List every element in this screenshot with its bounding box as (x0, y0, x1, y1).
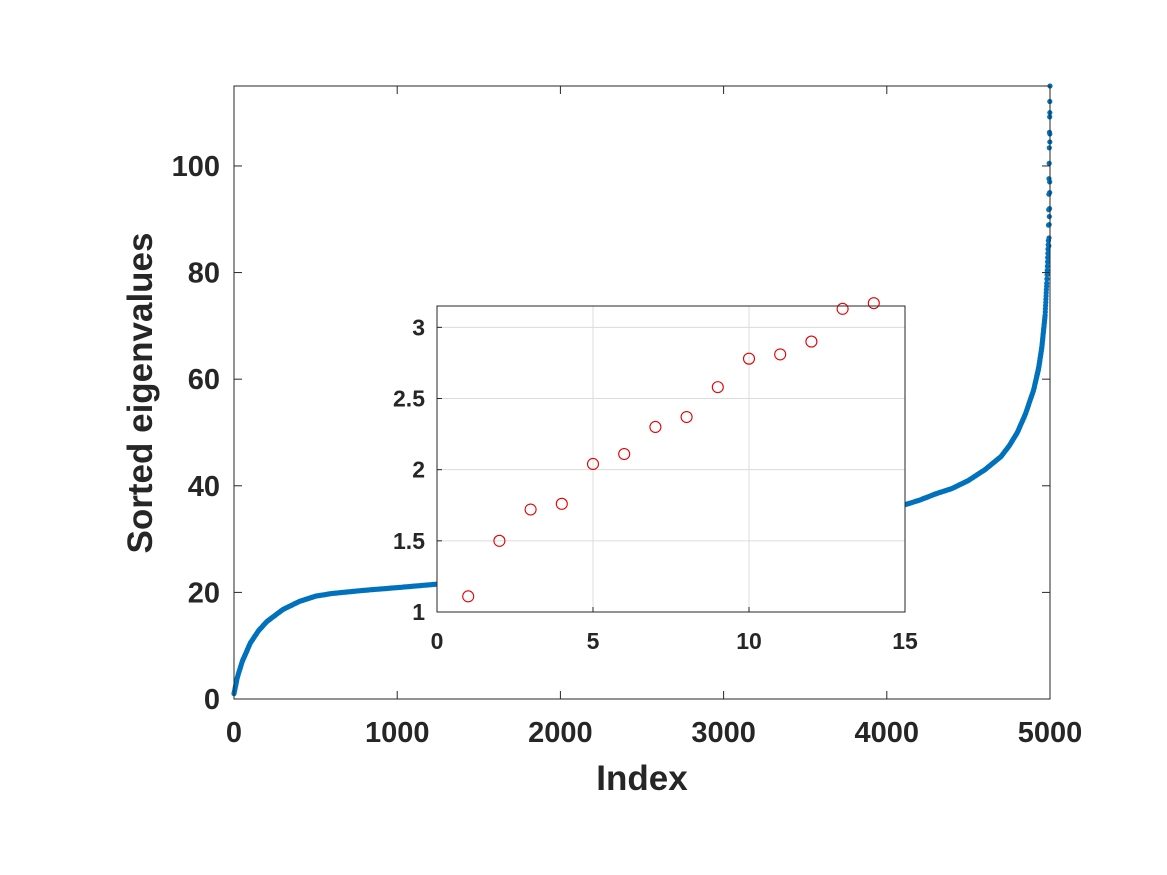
inset-y-ticks: 1 1.5 2 2.5 3 (393, 314, 442, 625)
inset-data-point (680, 410, 693, 424)
main-x-tick-label: 4000 (855, 717, 920, 749)
inset-data-point (462, 590, 475, 603)
main-y-tick-label: 60 (188, 364, 220, 396)
inset-y-tick-label: 3 (412, 314, 425, 340)
inset-data-point (711, 381, 724, 394)
inset-data-point (555, 497, 568, 510)
main-x-tick-label: 0 (226, 717, 242, 749)
main-y-tick-label: 100 (172, 151, 220, 183)
inset-y-tick-label: 1 (412, 599, 425, 625)
inset-axes-box (436, 305, 906, 613)
main-y-tick-label: 20 (188, 577, 220, 609)
main-data-point (1045, 250, 1051, 256)
main-data-point (1044, 263, 1050, 269)
main-outlier-point (1046, 213, 1052, 220)
main-data-point (1044, 280, 1050, 286)
inset-axes: 0 5 10 15 1 1.5 2 2.5 3 (393, 297, 918, 654)
main-axes-box (233, 85, 1051, 700)
inset-data-point (774, 348, 787, 361)
main-data-point (1044, 267, 1050, 273)
inset-data-point (586, 457, 600, 471)
main-x-tick-label: 2000 (528, 717, 593, 749)
main-outlier-point (1046, 243, 1052, 249)
main-outlier-point (1046, 221, 1052, 228)
inset-x-tick-label: 5 (587, 628, 600, 654)
inset-data-point (493, 534, 506, 547)
main-x-tick-label: 5000 (1018, 717, 1083, 749)
inset-data-point (867, 297, 880, 310)
main-data-point (1045, 255, 1051, 261)
inset-y-tick-label: 1.5 (393, 528, 425, 554)
main-y-tick-label: 80 (188, 258, 220, 290)
inset-x-ticks: 0 5 10 15 (431, 607, 918, 654)
main-data-point (1044, 276, 1050, 282)
main-x-tick-label: 1000 (365, 717, 430, 749)
inset-plot-area (437, 306, 905, 612)
main-y-tick-label: 0 (204, 684, 220, 716)
main-y-tick-label: 40 (188, 471, 220, 503)
inset-eigenvalue-series (462, 297, 880, 603)
inset-y-tick-label: 2.5 (393, 386, 425, 412)
inset-data-point (805, 335, 818, 348)
inset-x-tick-label: 10 (736, 628, 762, 654)
main-x-tick-label: 3000 (691, 717, 756, 749)
main-x-axis-label: Index (596, 759, 688, 798)
inset-data-point (524, 503, 537, 516)
main-data-point (1045, 259, 1051, 265)
inset-data-point (649, 420, 662, 434)
inset-x-tick-label: 0 (431, 628, 444, 654)
main-data-point (1046, 145, 1052, 151)
main-x-ticks: 0 1000 2000 3000 4000 5000 (226, 86, 1082, 749)
inset-data-point (618, 447, 631, 461)
inset-x-tick-label: 15 (892, 628, 918, 654)
inset-data-point (742, 352, 756, 365)
inset-data-point (836, 302, 849, 315)
main-data-point (1044, 272, 1050, 278)
main-y-axis-label: Sorted eigenvalues (121, 233, 160, 554)
main-data-point (1046, 160, 1052, 166)
main-outlier-point (1046, 235, 1052, 241)
inset-y-tick-label: 2 (412, 457, 425, 483)
